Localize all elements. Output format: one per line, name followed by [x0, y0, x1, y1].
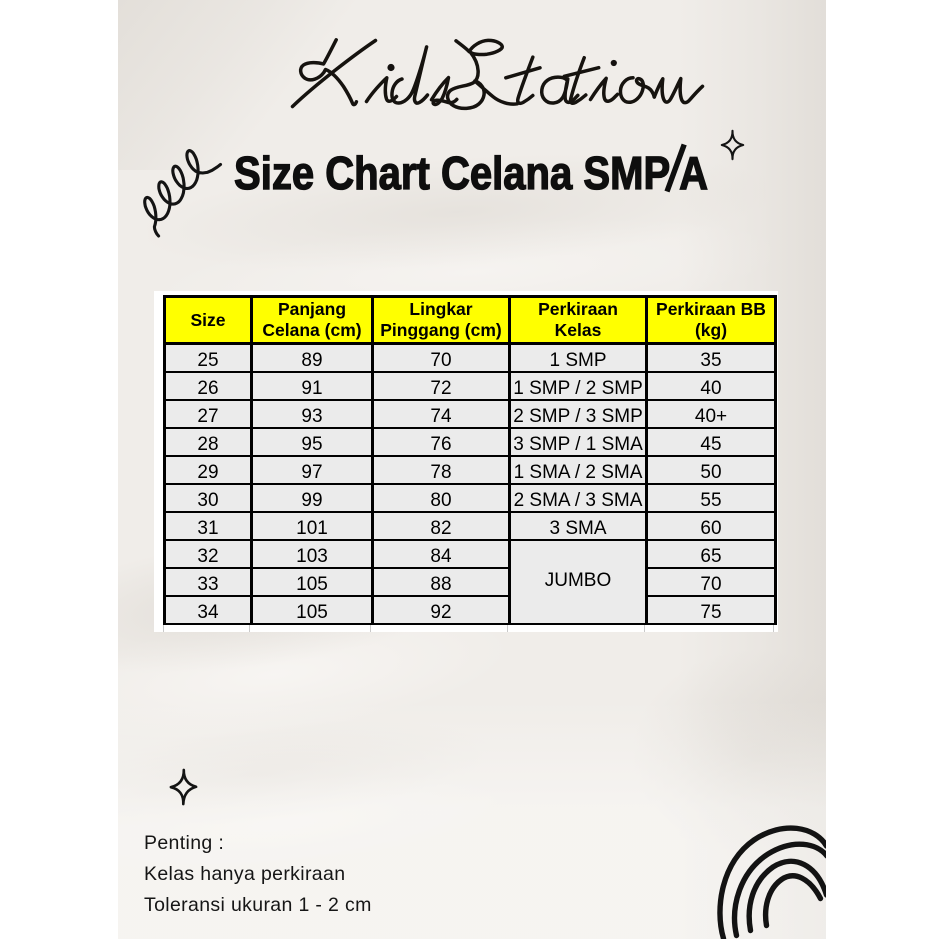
- svg-text:Size Chart Celana SMP A: Size Chart Celana SMP A: [234, 147, 708, 199]
